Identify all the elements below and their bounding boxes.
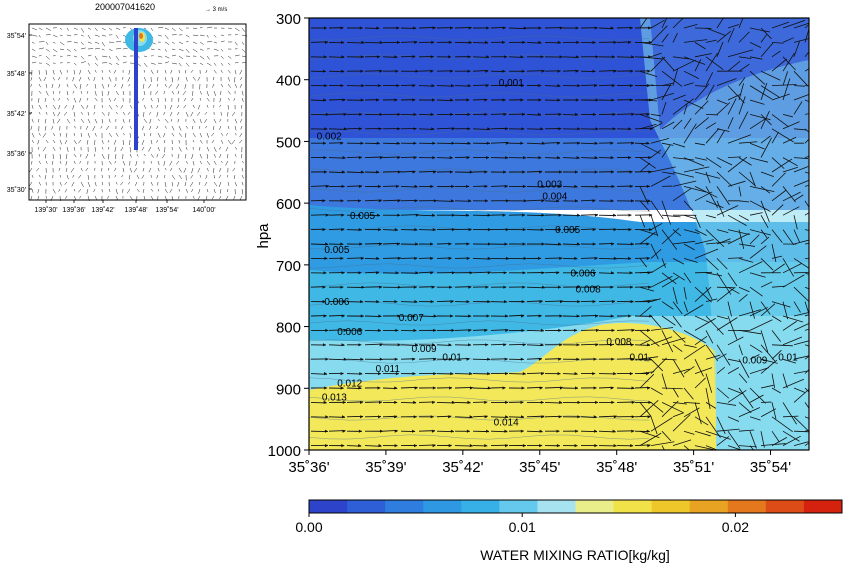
inset-y-ticks: 35˚54' 35˚48' 35˚42' 35˚36' 35˚30' <box>7 32 32 194</box>
contour-label: 0.008 <box>606 337 631 348</box>
contour-label: 0.006 <box>324 297 349 308</box>
colorbar-cell <box>728 500 767 513</box>
colorbar-cell <box>690 500 729 513</box>
contour-label: 0.004 <box>542 191 567 202</box>
contour-label: 0.01 <box>778 353 798 364</box>
y-axis-label: hpa <box>255 223 272 249</box>
colorbar-cell <box>423 500 462 513</box>
contour-label: 0.005 <box>350 211 375 222</box>
contour-label: 0.014 <box>494 417 519 428</box>
colorbar-cell <box>461 500 500 513</box>
colorbar-tick-label: 0.01 <box>509 519 536 535</box>
y-tick-label: 700 <box>276 258 301 275</box>
contour-label: 0.007 <box>399 313 424 324</box>
wind-vector <box>706 114 718 115</box>
colorbar-tick-label: 0.00 <box>295 519 322 535</box>
contour-label: 0.001 <box>499 78 524 89</box>
inset-x-tick-label: 139˚30' <box>34 206 57 214</box>
inset-y-tick-label: 35˚54' <box>7 32 26 40</box>
colorbar-ticks: 0.00 0.01 0.02 <box>295 513 749 535</box>
contour-label: 0.01 <box>442 353 462 364</box>
y-tick-label: 500 <box>276 134 301 151</box>
contour-label: 0.005 <box>324 245 349 256</box>
contour-label: 0.002 <box>317 132 342 143</box>
inset-y-tick-label: 35˚42' <box>7 110 26 118</box>
colorbar-cell <box>652 500 691 513</box>
colorbar-cell <box>347 500 386 513</box>
inset-blob-core <box>139 33 143 39</box>
contour-label: 0.01 <box>630 353 650 364</box>
x-tick-label: 35˚54' <box>750 459 791 476</box>
contour-label: 0.012 <box>337 378 362 389</box>
colorbar-cell <box>537 500 576 513</box>
inset-x-ticks: 139˚30' 139˚36' 139˚42' 139˚48' 139˚54' 140˚0… <box>34 200 215 214</box>
x-tick-label: 35˚48' <box>596 459 637 476</box>
y-tick-label: 300 <box>276 11 301 28</box>
wind-vector <box>695 272 712 273</box>
contour-label: 0.011 <box>376 364 401 375</box>
inset-x-tick-label: 139˚42' <box>91 206 114 214</box>
colorbar-cell <box>499 500 538 513</box>
contour-label: 0.009 <box>412 344 437 355</box>
y-tick-label: 400 <box>276 73 301 90</box>
x-tick-label: 35˚36' <box>288 459 329 476</box>
colorbar-tick-label: 0.02 <box>722 519 749 535</box>
inset-vector-reference: → 3 m/s <box>205 7 227 13</box>
inset-map: 200007041620 → 3 m/s 35˚54'35˚48'35˚42'3… <box>7 2 247 214</box>
x-tick-label: 35˚45' <box>519 459 560 476</box>
inset-y-tick-label: 35˚30' <box>7 186 26 194</box>
colorbar-cell <box>576 500 615 513</box>
x-tick-label: 35˚51' <box>673 459 714 476</box>
y-tick-label: 600 <box>276 196 301 213</box>
inset-moisture-blob <box>125 28 153 52</box>
colorbar-cell <box>804 500 843 513</box>
contour-label: 0.006 <box>571 269 596 280</box>
contour-label: 0.013 <box>322 393 347 404</box>
contour-label: 0.006 <box>337 327 362 338</box>
x-axis: 35˚36' 35˚39' 35˚42' 35˚45' 35˚48' 35˚51' 35˚5… <box>288 450 791 476</box>
contour-label: 0.005 <box>555 225 580 236</box>
colorbar-cell <box>766 500 805 513</box>
y-tick-label: 900 <box>276 381 301 398</box>
wind-arrowhead <box>595 214 598 217</box>
inset-y-tick-label: 35˚36' <box>7 150 26 158</box>
inset-y-tick-label: 35˚48' <box>7 70 26 78</box>
inset-x-tick-label: 139˚48' <box>124 206 147 214</box>
wind-arrowhead <box>629 214 632 217</box>
colorbar-cell <box>385 500 424 513</box>
colorbar-cell <box>614 500 653 513</box>
inset-x-tick-label: 140˚00' <box>192 206 215 214</box>
wind-arrowhead <box>613 214 616 217</box>
colorbar-cells <box>309 500 843 513</box>
y-axis: 300 400 500 600 700 800 900 1000 <box>268 11 309 460</box>
inset-x-tick-label: 139˚54' <box>155 206 178 214</box>
x-tick-label: 35˚39' <box>365 459 406 476</box>
wind-vector <box>717 287 735 288</box>
y-tick-label: 800 <box>276 320 301 337</box>
inset-title: 200007041620 <box>95 2 155 12</box>
x-tick-label: 35˚42' <box>442 459 483 476</box>
inset-x-tick-label: 139˚36' <box>62 206 85 214</box>
contour-label: 0.003 <box>537 180 562 191</box>
contour-label: 0.009 <box>742 356 767 367</box>
y-tick-label: 1000 <box>268 443 301 460</box>
colorbar-cell <box>309 500 348 513</box>
inset-section-line <box>134 28 138 150</box>
colorbar-title: WATER MIXING RATIO[kg/kg] <box>480 547 670 563</box>
colorbar: 0.00 0.01 0.02 WATER MIXING RATIO[kg/kg] <box>295 500 842 563</box>
contour-label: 0.008 <box>576 285 601 296</box>
